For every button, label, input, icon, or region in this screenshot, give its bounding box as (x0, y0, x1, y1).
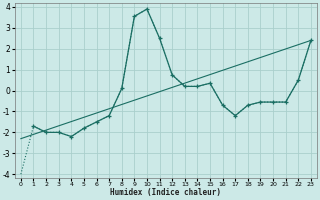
X-axis label: Humidex (Indice chaleur): Humidex (Indice chaleur) (110, 188, 221, 197)
